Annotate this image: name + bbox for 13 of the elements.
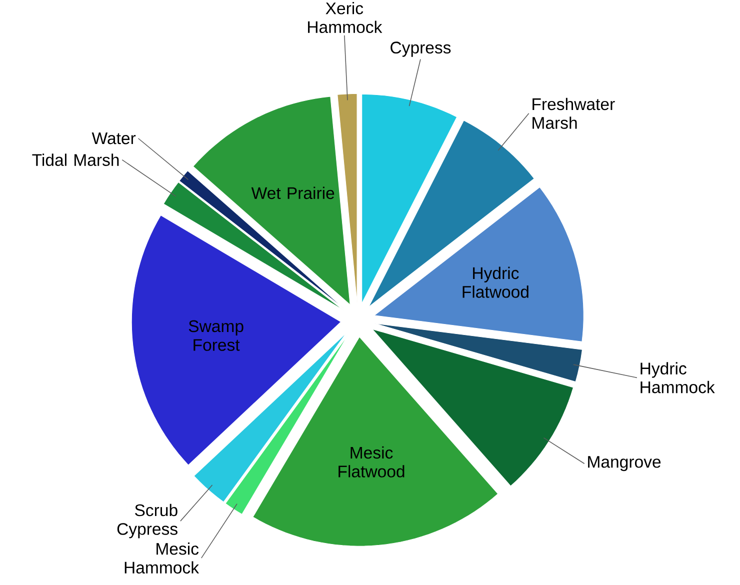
slice-label: Swamp Forest	[188, 320, 244, 351]
slice-label: Mesic Hammock	[124, 542, 200, 574]
slice-label: Freshwater Marsh	[532, 98, 615, 129]
slice-label: Xeric Hammock	[308, 2, 382, 33]
slice-label: Tidal Marsh	[32, 154, 119, 166]
slice-label: Mesic Flatwood	[338, 446, 404, 478]
slice-label: Cypress	[390, 42, 451, 57]
slice-label: Mangrove	[588, 456, 661, 472]
slice-label: Water	[92, 132, 136, 144]
slice-label: Wet Prairie	[251, 186, 334, 200]
slice-label: Hydric Hammock	[640, 362, 715, 394]
slice-label: Scrub Cypress	[117, 504, 178, 538]
slice-label: Hydric Flatwood	[462, 266, 528, 298]
